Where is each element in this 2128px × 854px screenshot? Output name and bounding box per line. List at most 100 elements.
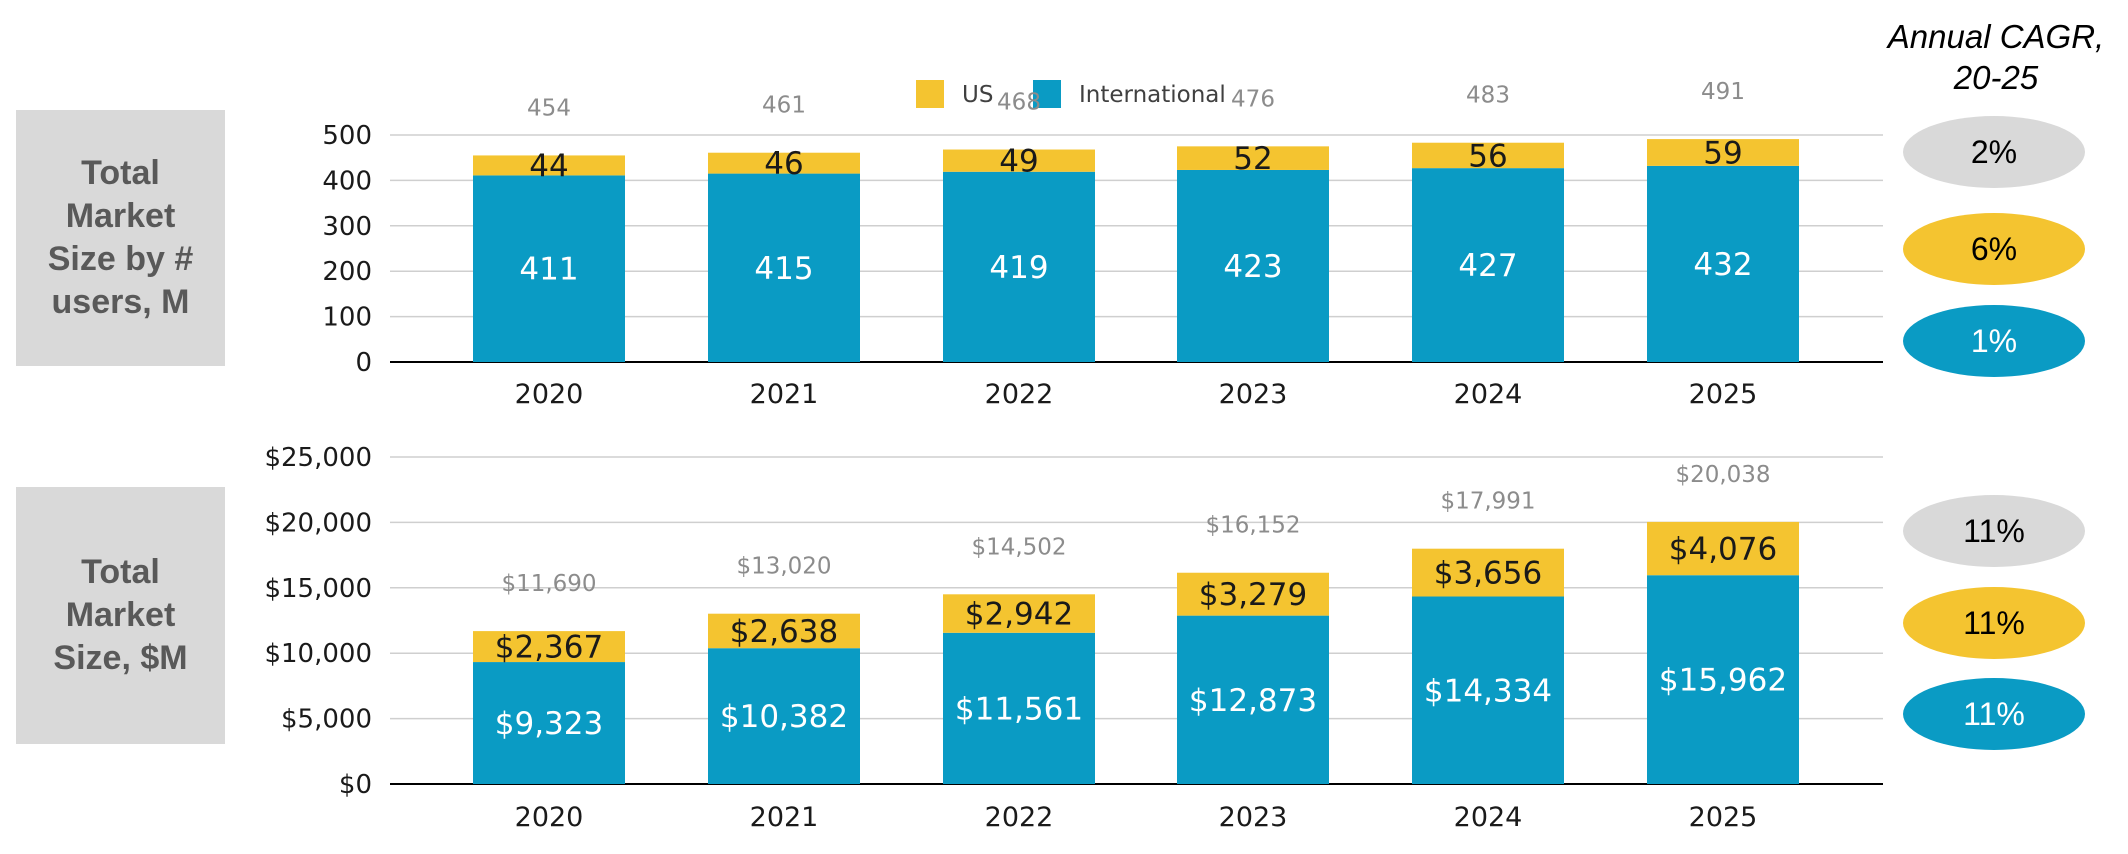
bar-value-label: $10,382 [720, 699, 848, 735]
bar-value-label: 432 [1693, 247, 1752, 283]
bar-total-label: 454 [527, 95, 571, 121]
row-label-line: Market [65, 596, 176, 634]
cagr-value: 11% [1963, 512, 2025, 549]
bar-international [1647, 575, 1799, 784]
bar-value-label: 423 [1223, 249, 1282, 285]
bar-international [1177, 169, 1329, 362]
cagr-size-us-pill: 11% [1903, 587, 2085, 659]
bar-value-label: 46 [764, 146, 803, 182]
x-tick-label: 2025 [1689, 379, 1758, 410]
bar-us [473, 155, 625, 176]
bar-value-label: 52 [1233, 141, 1272, 177]
y-tick-label: 200 [322, 257, 372, 287]
x-tick-label: 2021 [750, 802, 819, 833]
users-chart: 0 100 200 300 400 500 411 44 454 2020 415 46 461 2021… [322, 79, 1883, 410]
y-tick-label: $15,000 [264, 574, 372, 604]
cagr-value: 11% [1963, 604, 2025, 641]
x-tick-label: 2020 [515, 802, 584, 833]
y-tick-label: 500 [322, 121, 372, 151]
bar-value-label: 56 [1468, 138, 1507, 174]
x-tick-label: 2020 [515, 379, 584, 410]
y-tick-label: $0 [339, 770, 372, 800]
bar-us [473, 631, 625, 663]
legend-swatch-international [1033, 80, 1061, 108]
bar-value-label: $2,942 [965, 597, 1073, 633]
bar-total-label: 483 [1466, 83, 1510, 109]
bar-value-label: 59 [1703, 135, 1742, 171]
x-tick-label: 2022 [985, 802, 1054, 833]
bar-international [943, 171, 1095, 362]
y-tick-label: 400 [322, 166, 372, 196]
bar-total-label: $11,690 [501, 571, 596, 597]
cagr-users-us-pill: 6% [1903, 213, 2085, 285]
row-label-line: Total [81, 154, 160, 192]
x-tick-label: 2024 [1454, 379, 1523, 410]
y-tick-label: $25,000 [264, 443, 372, 473]
cagr-size-international-pill: 11% [1903, 678, 2085, 750]
bar-value-label: 44 [529, 148, 568, 184]
cagr-users-total-pill: 2% [1903, 116, 2085, 188]
x-tick-label: 2024 [1454, 802, 1523, 833]
legend-swatch-us [916, 80, 944, 108]
y-tick-label: $10,000 [264, 639, 372, 669]
cagr-title-line: Annual CAGR, [1887, 18, 2105, 55]
y-tick-label: 300 [322, 212, 372, 242]
bar-value-label: $12,873 [1189, 683, 1317, 719]
row-label-line: Size by # [47, 240, 194, 278]
bar-total-label: 491 [1701, 79, 1745, 105]
bar-us [1647, 521, 1799, 576]
y-tick-label: 0 [355, 348, 372, 378]
cagr-value: 2% [1970, 133, 2018, 170]
bar-total-label: 476 [1231, 86, 1275, 112]
bar-us [1412, 142, 1564, 169]
bar-value-label: $11,561 [955, 691, 1083, 727]
x-tick-label: 2021 [750, 379, 819, 410]
bar-value-label: 427 [1458, 248, 1517, 284]
y-tick-label: $5,000 [281, 705, 372, 735]
bar-international [1647, 165, 1799, 362]
bar-international [943, 632, 1095, 784]
bar-total-label: $20,038 [1675, 462, 1770, 488]
bar-total-label: $14,502 [971, 534, 1066, 560]
bar-international [1412, 168, 1564, 362]
bar-value-label: $15,962 [1659, 663, 1787, 699]
cagr-title: Annual CAGR, 20-25 [1866, 16, 2126, 98]
bar-international [1177, 615, 1329, 784]
bar-value-label: 49 [999, 144, 1038, 180]
bar-value-label: 415 [754, 251, 813, 287]
bar-total-label: 461 [762, 93, 806, 119]
row-label-line: users, M [51, 283, 190, 321]
row-label-line: Total [81, 553, 160, 591]
bar-us [1177, 572, 1329, 616]
y-tick-label: 100 [322, 303, 372, 333]
bar-international [473, 175, 625, 362]
x-tick-label: 2023 [1219, 802, 1288, 833]
legend-label-international: International [1079, 82, 1226, 108]
x-tick-label: 2023 [1219, 379, 1288, 410]
x-tick-label: 2025 [1689, 802, 1758, 833]
bar-international [473, 662, 625, 784]
cagr-value: 11% [1963, 695, 2025, 732]
bar-total-label: 468 [997, 90, 1041, 116]
legend-label-us: US [962, 82, 993, 108]
bar-us [1412, 548, 1564, 597]
x-tick-label: 2022 [985, 379, 1054, 410]
row-label-size: Total Market Size, $M [16, 487, 225, 744]
market-size-chart: $0 $5,000 $10,000 $15,000 $20,000 $25,000 $9,3… [264, 443, 1883, 833]
bar-total-label: $13,020 [736, 554, 831, 580]
cagr-size-total-pill: 11% [1903, 495, 2085, 567]
bar-value-label: $3,656 [1434, 556, 1542, 592]
bar-value-label: $3,279 [1199, 577, 1307, 613]
bar-us [943, 594, 1095, 633]
bar-us [708, 613, 860, 649]
cagr-value: 6% [1970, 230, 2018, 267]
cagr-users-international-pill: 1% [1903, 305, 2085, 377]
bar-international [1412, 596, 1564, 784]
row-label-line: Market [65, 197, 176, 235]
bar-total-label: $16,152 [1205, 513, 1300, 539]
bar-value-label: $9,323 [495, 706, 603, 742]
bar-total-label: $17,991 [1440, 489, 1535, 515]
bar-us [1177, 146, 1329, 170]
bar-value-label: $14,334 [1424, 673, 1552, 709]
